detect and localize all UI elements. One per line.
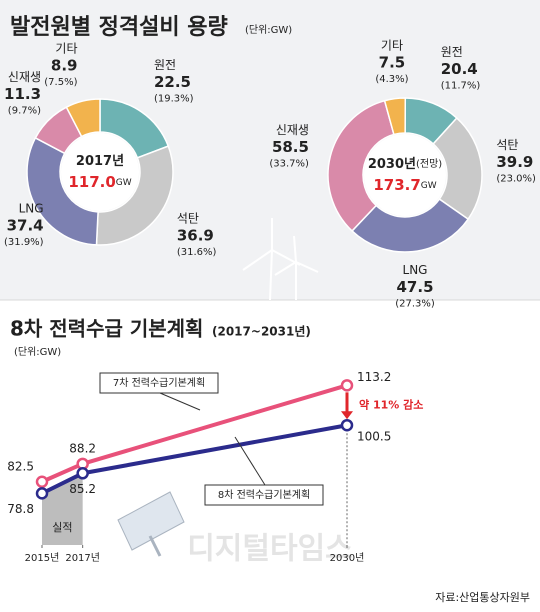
leader-line [159,392,201,411]
source: 자료:산업통상자원부 [435,591,530,604]
donut-hole [364,134,446,216]
value-label: 20.4 [441,60,478,78]
value-label: 82.5 [7,459,34,473]
point [35,475,49,488]
actual-box [42,473,83,545]
category-label: 신재생 [8,70,41,84]
x-tick-label: 2030년 [330,552,365,564]
series-name-box [99,372,219,394]
value-label: 100.5 [357,430,391,444]
percent-label: (9.7%) [8,106,41,117]
category-label: 석탄 [496,138,518,152]
center-year: 2030년 [368,157,416,172]
donut-slice [383,97,407,136]
total-unit: GW [116,178,132,188]
category-label: 신재생 [276,123,309,137]
center-total: 173.7GW [373,176,436,194]
legend-label: 8차 전력수급기본계획 [218,489,310,501]
total-unit: GW [421,181,437,191]
value-label: 113.2 [357,370,391,384]
arrow-head [341,411,353,420]
point [340,379,354,392]
value-label: 58.5 [272,138,309,156]
category-label: LNG [403,263,428,277]
donut-hole [61,133,139,211]
category-label: 석탄 [177,212,199,226]
unit: (단위:GW) [245,23,292,36]
slice-label: 기타8.9 (7.5%) [44,42,77,89]
point [35,487,49,500]
center-note: (전망) [416,158,442,170]
slice-label: 기타7.5 (4.3%) [375,38,408,85]
percent-label: (11.7%) [441,81,481,92]
value-label: 8.9 [51,57,78,75]
wind-turbines [242,218,319,301]
value-label: 11.3 [4,85,41,103]
actual-label: 실적 [52,521,72,534]
total-value: 117.0 [68,173,115,191]
center-title: 2030년(전망) [368,157,442,172]
series-name-box [204,484,324,506]
point [340,418,354,432]
percent-label: (7.5%) [44,77,77,88]
line-subtitle: (2017~2031년) [212,325,311,339]
value-label: 7.5 [379,53,406,71]
percent-label: (31.9%) [4,237,44,248]
value-label: 36.9 [177,227,214,245]
line-title: 8차 전력수급 기본계획 [10,317,203,341]
unit-label: (단위:GW) [14,345,61,358]
point [76,467,89,480]
total-value: 173.7 [373,176,420,194]
category-label: 기타 [381,38,403,52]
watermark: 디지털타임스 [187,532,353,567]
value-label: 88.2 [69,441,96,455]
value-label: 78.8 [7,502,34,516]
category-label: 원전 [441,45,463,59]
percent-label: (31.6%) [177,247,217,258]
value-label: 37.4 [7,216,44,234]
percent-label: (23.0%) [496,173,536,184]
donut-slice [351,198,470,253]
donut-slice [65,98,101,138]
category-label: 원전 [154,58,176,72]
category-label: LNG [19,201,44,215]
value-label: 85.2 [69,482,96,496]
value-label: 39.9 [496,153,533,171]
donut-slice [327,99,395,232]
percent-label: (4.3%) [375,74,408,85]
x-tick-label: 2015년 [25,552,60,564]
center-total: 117.0GW [68,173,131,191]
center-title: 2017년 [76,154,124,169]
value-label: 22.5 [154,73,191,91]
percent-label: (19.3%) [154,93,194,104]
title: 발전원별 정격설비 용량 [10,15,228,40]
donut-slice [26,136,99,246]
percent-label: (27.3%) [395,298,435,309]
x-tick-label: 2017년 [65,552,100,564]
solar-panel [117,491,185,557]
legend-label: 7차 전력수급기본계획 [113,377,205,389]
annotation: 약 11% 감소 [359,397,423,411]
value-label: 47.5 [397,278,434,296]
center-year: 2017년 [76,154,124,169]
category-label: 기타 [55,42,77,56]
donut-slice [95,145,174,246]
leader-line [234,436,266,486]
percent-label: (33.7%) [269,159,309,170]
